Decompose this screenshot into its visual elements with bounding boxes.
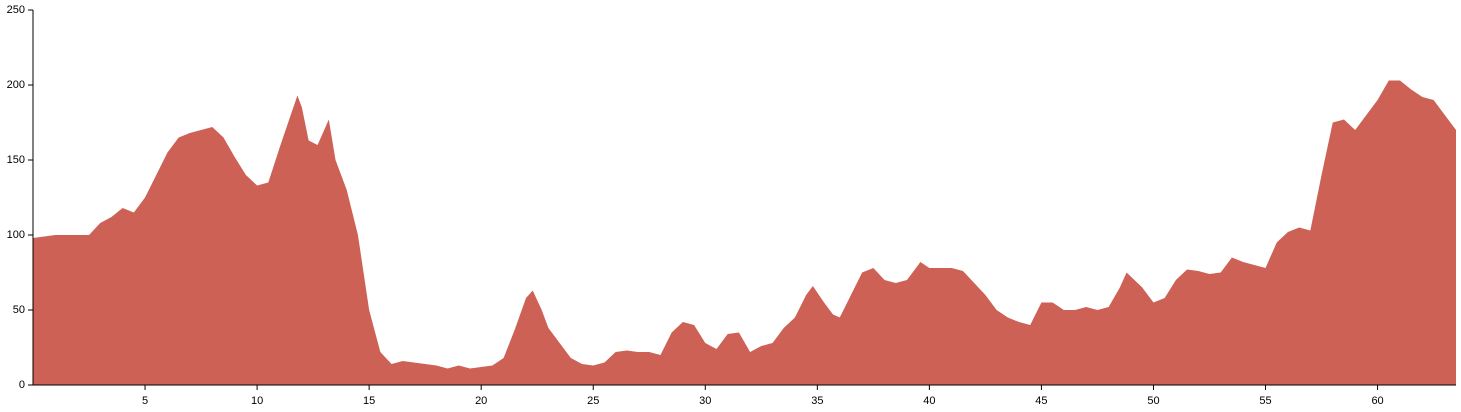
x-tick-label: 30	[699, 395, 711, 407]
elevation-area	[33, 80, 1456, 385]
x-tick-label: 35	[811, 395, 823, 407]
y-tick-label: 150	[7, 154, 25, 166]
y-tick-label: 0	[19, 379, 25, 391]
x-tick-label: 20	[475, 395, 487, 407]
x-tick-label: 50	[1147, 395, 1159, 407]
x-tick-label: 55	[1259, 395, 1271, 407]
x-tick-label: 40	[923, 395, 935, 407]
x-tick-label: 60	[1371, 395, 1383, 407]
y-tick-label: 100	[7, 229, 25, 241]
y-tick-label: 250	[7, 4, 25, 16]
y-tick-label: 50	[13, 304, 25, 316]
x-tick-label: 15	[363, 395, 375, 407]
x-tick-label: 10	[251, 395, 263, 407]
y-tick-label: 200	[7, 79, 25, 91]
x-tick-label: 45	[1035, 395, 1047, 407]
x-tick-label: 5	[142, 395, 148, 407]
x-tick-label: 25	[587, 395, 599, 407]
